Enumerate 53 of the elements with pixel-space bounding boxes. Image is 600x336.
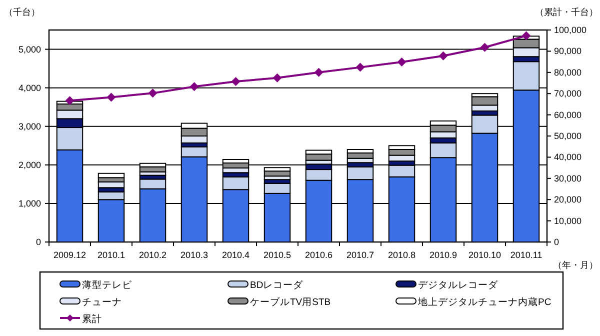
y2-axis-title: （累計・千台）: [535, 7, 598, 17]
point: [106, 92, 116, 102]
y2-tick-label: 70,000: [554, 88, 582, 99]
point: [65, 96, 74, 106]
y2-tick-label: 30,000: [554, 173, 582, 184]
y2-tick-label: 80,000: [554, 67, 582, 78]
point: [148, 88, 158, 98]
x-tick-label: 2010.11: [510, 250, 542, 260]
point: [438, 51, 448, 60]
x-tick-label: 2010.9: [429, 250, 458, 260]
y2-tick-label: 0: [554, 237, 560, 247]
bar: [98, 172, 125, 178]
point: [397, 58, 406, 67]
y2-tick-label: 40,000: [554, 152, 582, 162]
x-axis-title: （年・月）: [553, 260, 598, 270]
legend-label: 薄型テレビ: [82, 279, 133, 291]
y-tick-label: 5,000: [18, 44, 41, 54]
y2-tick-label: 60,000: [554, 110, 582, 120]
y-tick-label: 4,000: [18, 82, 41, 93]
x-tick-label: 2010.4: [222, 250, 250, 260]
y-tick-label: 1,000: [18, 198, 41, 208]
x-tick-label: 2009.12: [53, 250, 86, 260]
y2-tick-label: 10,000: [554, 216, 582, 226]
x-tick-label: 2010.2: [138, 250, 167, 260]
x-tick-label: 2010.8: [388, 250, 416, 260]
x-tick-label: 2010.10: [468, 250, 502, 260]
y-tick-label: 0: [36, 237, 41, 247]
point: [480, 42, 490, 52]
y-tick-label: 3,000: [18, 121, 41, 132]
y2-tick-label: 90,000: [554, 46, 582, 56]
legend-label: 地上デジタルチューナ内蔵PC: [417, 296, 552, 308]
point: [314, 68, 324, 77]
legend-label: デジタルレコーダ: [418, 279, 499, 291]
legend-label: チューナ: [82, 297, 122, 308]
x-tick-label: 2010.3: [180, 250, 208, 260]
legend-label: 累計: [82, 313, 102, 325]
point: [231, 77, 240, 86]
bar: [305, 154, 332, 161]
x-tick-label: 2010.1: [97, 250, 126, 260]
legend-label: BDレコーダ: [250, 279, 304, 291]
point: [272, 73, 282, 82]
point: [356, 62, 365, 72]
y-tick-label: 2,000: [18, 160, 41, 170]
point: [190, 82, 199, 92]
legend-label: ケーブルTV用STB: [250, 296, 331, 308]
y2-tick-label: 50,000: [554, 131, 582, 141]
y2-tick-label: 20,000: [554, 194, 582, 205]
y-axis-title: （千台）: [4, 7, 40, 17]
x-tick-label: 2010.7: [346, 250, 374, 260]
x-tick-label: 2010.6: [304, 250, 333, 260]
x-tick-label: 2010.5: [263, 250, 292, 260]
y2-tick-label: 100,000: [554, 25, 587, 35]
point: [522, 31, 531, 40]
